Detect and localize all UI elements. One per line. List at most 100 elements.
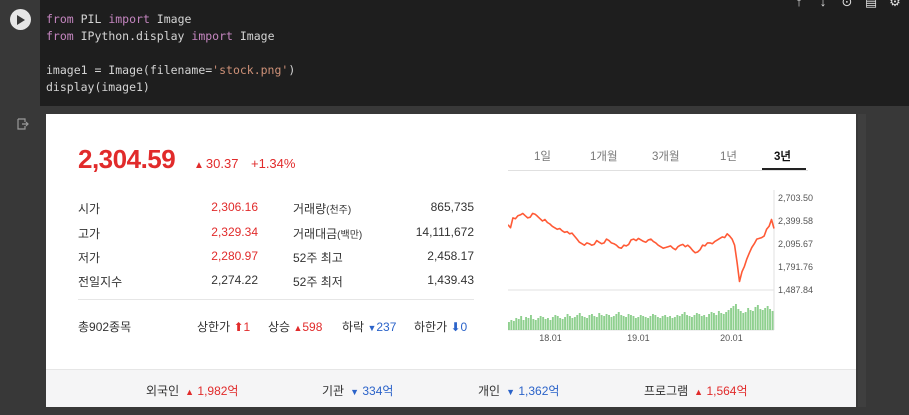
code-keyword: from <box>46 12 74 26</box>
stat-label: 저가 <box>78 251 101 265</box>
volume-bar <box>652 314 654 330</box>
code-token: Image <box>232 29 275 43</box>
volume-bar <box>517 319 520 330</box>
stat-label: 거래량(천주) <box>293 200 351 217</box>
volume-bar <box>742 313 745 330</box>
move-up-icon[interactable]: ↑ <box>795 0 803 9</box>
output-clear-icon[interactable] <box>17 118 29 130</box>
output-scrollbar[interactable] <box>858 114 866 407</box>
volume-bar <box>678 316 681 330</box>
tab-1m[interactable]: 1개월 <box>590 151 618 163</box>
volume-bar <box>739 311 742 330</box>
stat-label-text: 거래량 <box>293 202 327 216</box>
investor-label: 프로그램 <box>644 384 689 398</box>
price-line <box>508 212 775 283</box>
investor-label: 개인 <box>478 384 501 398</box>
investor-value: ▲ 1,564억 <box>694 384 747 398</box>
volume-bar <box>705 317 708 330</box>
investor-value: ▼ 334억 <box>350 384 393 398</box>
settings-gear-icon[interactable]: ⚙ <box>889 0 901 9</box>
stat-value: 865,735 <box>430 200 474 214</box>
lower-limit: 하한가 ⬇0 <box>414 318 467 335</box>
volume-bar <box>671 318 674 330</box>
code-token: Image <box>149 12 192 26</box>
triangle-up-icon: ▲ <box>185 387 195 397</box>
volume-bar <box>764 308 767 330</box>
volume-bar <box>569 316 571 330</box>
volume-bar <box>549 320 552 330</box>
cell-toolbar: ↑ ↓ ⊙ ▤ ⚙ <box>791 0 903 10</box>
move-down-icon[interactable]: ↓ <box>819 0 827 9</box>
index-chart: 2,703.50 2,399.58 2,095.67 1,791.76 1,487.84… <box>508 190 813 343</box>
volume-bar <box>547 318 549 330</box>
volume-bar <box>627 314 630 330</box>
volume-bar <box>664 315 667 330</box>
code-token: display(image1) <box>46 80 150 94</box>
code-token: ) <box>288 63 296 77</box>
volume-bar <box>771 311 774 330</box>
tab-1y[interactable]: 1년 <box>720 151 737 163</box>
volume-bar <box>508 322 510 330</box>
volume-bar <box>703 315 706 330</box>
stat-value: 2,274.22 <box>211 273 258 287</box>
volume-bar <box>649 316 652 330</box>
volume-bar <box>630 315 632 330</box>
y-tick-label: 1,791.76 <box>778 262 813 272</box>
volume-bar <box>666 317 669 330</box>
upper-limit-value: 1 <box>243 320 251 334</box>
fall-value: 237 <box>376 320 397 334</box>
volume-bar <box>647 318 649 330</box>
investor-individual: 개인 ▼ 1,362억 <box>478 382 559 399</box>
investor-flow-bar: 외국인 ▲ 1,982억 기관 ▼ 334억 개인 ▼ 1,362억 프로그램 ▲ 1,… <box>46 369 856 407</box>
volume-bar <box>561 319 564 330</box>
volume-bar <box>578 313 581 330</box>
volume-bar <box>710 312 713 330</box>
volume-bar <box>713 313 715 330</box>
investor-value: ▼ 1,362억 <box>506 384 559 398</box>
volume-bar <box>512 321 515 330</box>
volume-bar <box>510 320 513 330</box>
volume-bar <box>686 315 688 330</box>
lower-limit-label: 하한가 <box>414 320 448 334</box>
index-price: 2,304.59 <box>78 144 176 174</box>
fall-count: 하락 ▼237 <box>342 318 396 335</box>
investor-institution: 기관 ▼ 334억 <box>322 382 393 399</box>
change-up-arrow: ▲ <box>194 160 204 171</box>
volume-bar <box>532 319 535 330</box>
y-tick-label: 2,399.58 <box>778 216 813 226</box>
code-line: image1 = Image(filename='stock.png') <box>46 63 295 77</box>
volume-bar <box>634 318 637 330</box>
volume-bar <box>522 320 525 330</box>
volume-bar <box>539 316 542 330</box>
run-cell-button[interactable] <box>10 9 31 30</box>
code-token: PIL <box>73 12 109 26</box>
play-icon <box>17 14 25 25</box>
stat-label: 시가 <box>78 202 101 216</box>
volume-bar <box>617 312 620 330</box>
stat-value: 1,439.43 <box>427 273 474 287</box>
investor-amount: 1,564억 <box>706 384 748 398</box>
y-tick-label: 2,095.67 <box>778 239 813 249</box>
code-text[interactable]: from PIL import Image from IPython.displ… <box>46 11 295 96</box>
link-icon[interactable]: ⊙ <box>841 0 853 9</box>
comment-icon[interactable]: ▤ <box>864 0 878 9</box>
volume-bar <box>669 316 671 330</box>
cell-gutter <box>0 0 40 108</box>
volume-bar <box>722 314 725 330</box>
tab-1d[interactable]: 1일 <box>534 151 551 163</box>
volume-bar <box>752 311 754 330</box>
volume-bar <box>744 312 747 330</box>
code-keyword: import <box>191 29 233 43</box>
total-stocks: 총902종목 <box>78 320 132 334</box>
investor-program: 프로그램 ▲ 1,564억 <box>644 382 748 399</box>
volume-bar <box>591 314 593 330</box>
stat-label: 52주 최고 <box>293 251 343 265</box>
code-string: 'stock.png' <box>212 63 289 77</box>
volume-bar <box>576 315 579 330</box>
tab-3m[interactable]: 3개월 <box>652 151 680 163</box>
volume-bar <box>759 309 762 330</box>
tab-3y[interactable]: 3년 <box>774 151 791 163</box>
volume-bar <box>595 317 598 330</box>
tabs-divider <box>508 170 808 171</box>
code-editor[interactable]: from PIL import Image from IPython.displ… <box>40 0 909 106</box>
